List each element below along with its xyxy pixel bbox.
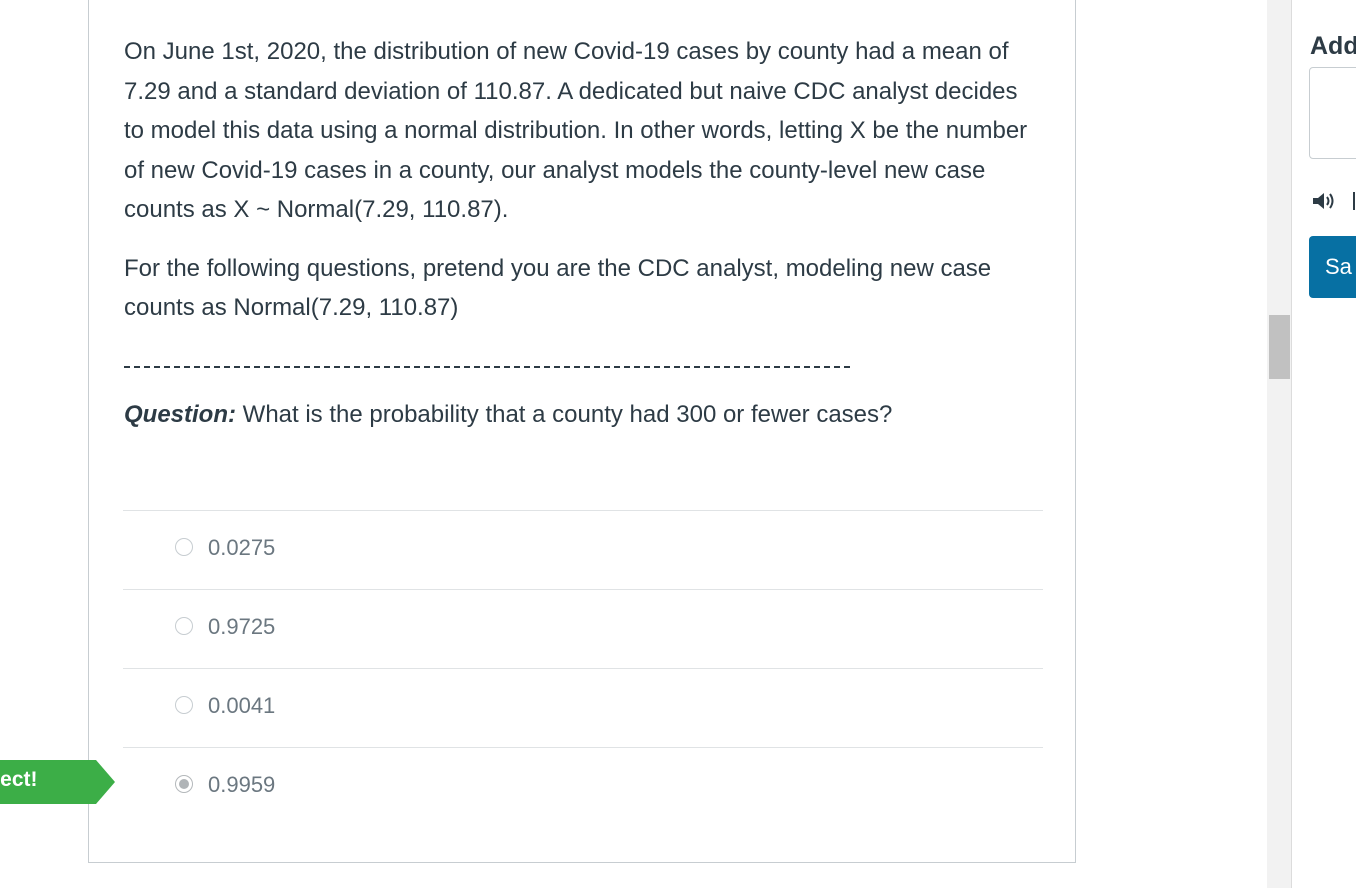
answer-label: 0.0275 <box>208 535 276 560</box>
scrollbar-thumb[interactable] <box>1269 315 1290 379</box>
save-button[interactable]: Sa <box>1309 236 1356 298</box>
speaker-icon[interactable] <box>1312 190 1338 212</box>
sidebar-cursor-mark <box>1353 192 1355 210</box>
sidebar-heading: Add <box>1310 32 1356 60</box>
dashed-divider <box>124 365 850 368</box>
comment-textarea[interactable] <box>1309 67 1356 159</box>
answer-radio[interactable] <box>175 696 193 714</box>
answer-radio[interactable] <box>175 538 193 556</box>
right-sidebar: Add Sa <box>1292 0 1356 888</box>
answer-radio-selected[interactable] <box>175 775 193 793</box>
scrollbar-track[interactable] <box>1267 0 1292 888</box>
answer-list: 0.0275 0.9725 0.0041 0.9959 <box>123 510 1043 826</box>
question-prompt: Question: What is the probability that a… <box>124 395 1044 434</box>
correct-flag-label: rect! <box>0 768 38 791</box>
flag-arrow-shape <box>0 760 115 804</box>
answer-label: 0.9959 <box>208 772 276 797</box>
answer-option-3[interactable]: 0.0041 <box>123 668 1043 747</box>
answer-label: 0.9725 <box>208 614 276 639</box>
question-label: Question: <box>124 400 236 428</box>
question-text: On June 1st, 2020, the distribution of n… <box>124 32 1044 434</box>
question-paragraph-2: For the following questions, pretend you… <box>124 254 992 322</box>
question-paragraph-1: On June 1st, 2020, the distribution of n… <box>124 38 1028 223</box>
answer-radio[interactable] <box>175 617 193 635</box>
answer-label: 0.0041 <box>208 693 276 718</box>
answer-option-4[interactable]: 0.9959 <box>123 747 1043 826</box>
correct-answer-flag: rect! <box>0 760 115 804</box>
question-prompt-text: What is the probability that a county ha… <box>236 400 893 428</box>
answer-option-2[interactable]: 0.9725 <box>123 589 1043 668</box>
question-card: On June 1st, 2020, the distribution of n… <box>88 0 1076 863</box>
answer-option-1[interactable]: 0.0275 <box>123 510 1043 589</box>
